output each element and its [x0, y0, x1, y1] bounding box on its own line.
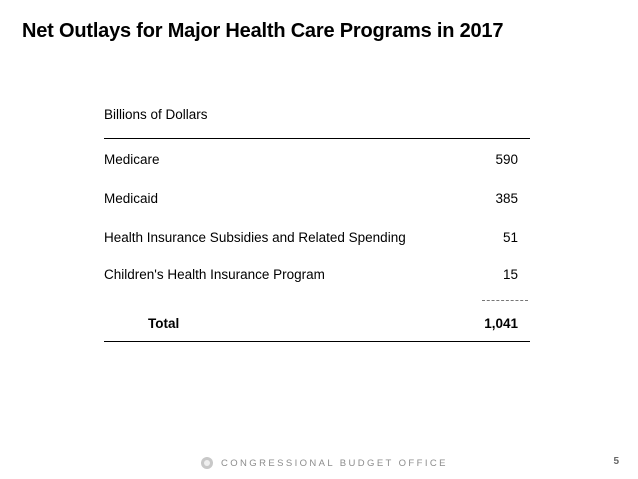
subtotal-rule — [482, 300, 528, 301]
table-row-total: Total 1,041 — [104, 315, 518, 333]
row-value: 51 — [502, 230, 518, 245]
row-value: 590 — [495, 152, 518, 167]
table-row-medicare: Medicare 590 — [104, 151, 518, 169]
unit-label: Billions of Dollars — [104, 107, 208, 122]
total-value: 1,041 — [484, 316, 518, 331]
row-value: 15 — [502, 267, 518, 282]
row-label: Medicaid — [104, 191, 159, 206]
cbo-seal-icon — [201, 457, 213, 469]
table-bottom-rule — [104, 341, 530, 342]
row-label: Children's Health Insurance Program — [104, 267, 325, 282]
total-label: Total — [148, 316, 180, 331]
row-label: Health Insurance Subsidies and Related S… — [104, 230, 406, 245]
table-row-medicaid: Medicaid 385 — [104, 190, 518, 208]
footer-org-name: CONGRESSIONAL BUDGET OFFICE — [221, 458, 448, 469]
table-row-subsidies: Health Insurance Subsidies and Related S… — [104, 229, 518, 247]
table-top-rule — [104, 138, 530, 139]
row-value: 385 — [495, 191, 518, 206]
row-label: Medicare — [104, 152, 160, 167]
page-number: 5 — [613, 456, 619, 467]
slide-title: Net Outlays for Major Health Care Progra… — [22, 20, 504, 42]
table-row-chip: Children's Health Insurance Program 15 — [104, 266, 518, 284]
